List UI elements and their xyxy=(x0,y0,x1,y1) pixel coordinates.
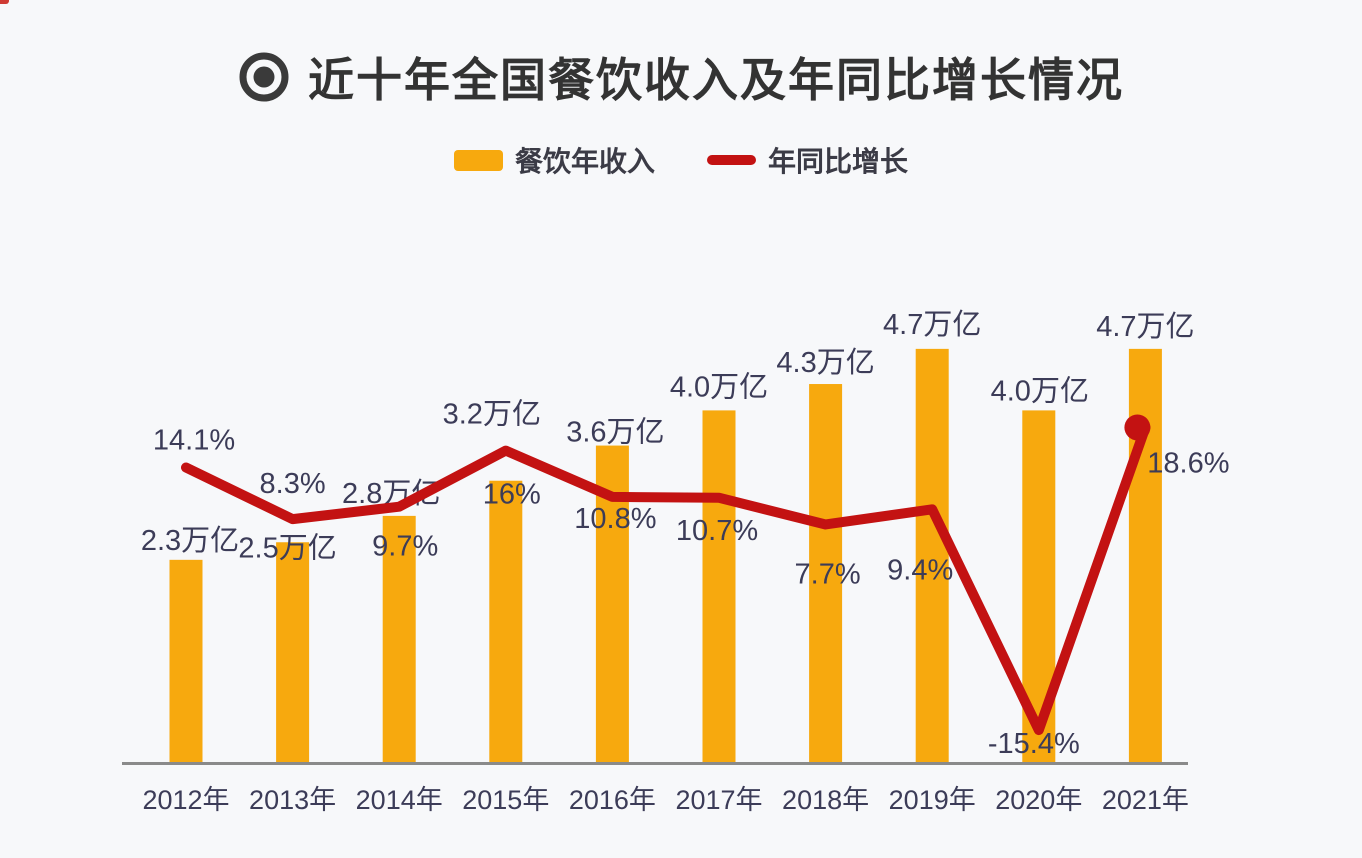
bar-value-label: 4.0万亿 xyxy=(991,374,1089,407)
chart-header: 近十年全国餐饮收入及年同比增长情况 xyxy=(0,44,1362,110)
bar-value-label: 4.3万亿 xyxy=(776,346,874,379)
legend-label-growth: 年同比增长 xyxy=(768,146,909,177)
growth-percent-label: 14.1% xyxy=(153,425,235,457)
revenue-bar xyxy=(489,480,523,762)
bar-value-label: 3.6万亿 xyxy=(566,416,664,449)
chart-legend: 餐饮年收入 年同比增长 xyxy=(0,140,1362,180)
bar-value-label: 2.3万亿 xyxy=(141,524,239,557)
growth-percent-label: 18.6% xyxy=(1147,447,1229,479)
legend-item-revenue: 餐饮年收入 xyxy=(453,140,655,180)
x-axis-tick-label: 2013年 xyxy=(249,785,336,815)
revenue-bar xyxy=(809,384,843,762)
legend-line-swatch xyxy=(707,155,756,165)
x-axis-tick-label: 2020年 xyxy=(995,785,1082,815)
revenue-bar xyxy=(915,348,949,762)
growth-percent-label: -15.4% xyxy=(988,728,1080,760)
x-axis-tick-label: 2015年 xyxy=(462,785,549,815)
growth-point-marker xyxy=(1124,414,1151,441)
x-axis-tick-label: 2014年 xyxy=(356,785,443,815)
legend-label-revenue: 餐饮年收入 xyxy=(514,146,655,177)
bullseye-icon xyxy=(239,52,289,102)
growth-percent-label: 7.7% xyxy=(795,558,861,590)
revenue-bar xyxy=(382,515,416,762)
bar-value-label: 4.7万亿 xyxy=(1096,310,1194,343)
growth-percent-label: 16% xyxy=(483,479,541,511)
bar-value-label: 4.0万亿 xyxy=(670,370,768,403)
bar-value-label: 4.7万亿 xyxy=(883,308,981,341)
chart-title: 近十年全国餐饮收入及年同比增长情况 xyxy=(308,54,1124,106)
revenue-bar xyxy=(276,542,310,762)
growth-percent-label: 8.3% xyxy=(260,468,326,500)
x-axis-tick-label: 2012年 xyxy=(142,785,229,815)
x-axis-tick-label: 2019年 xyxy=(889,785,976,815)
growth-percent-label: 10.8% xyxy=(574,503,656,535)
growth-line xyxy=(181,422,1151,736)
x-axis-tick-label: 2018年 xyxy=(782,785,869,815)
revenue-bar xyxy=(1128,348,1162,762)
x-axis-tick-label: 2016年 xyxy=(569,785,656,815)
legend-item-growth: 年同比增长 xyxy=(707,140,908,180)
x-axis-tick-label: 2021年 xyxy=(1102,785,1189,815)
revenue-bar xyxy=(702,410,736,762)
corner-artifact xyxy=(0,0,9,4)
growth-percent-label: 9.7% xyxy=(372,531,438,563)
x-axis-tick-label: 2017年 xyxy=(675,785,762,815)
legend-bar-swatch xyxy=(453,149,503,171)
revenue-bar xyxy=(169,559,203,762)
bar-value-label: 3.2万亿 xyxy=(443,398,541,431)
growth-percent-label: 10.7% xyxy=(676,515,758,547)
growth-percent-label: 9.4% xyxy=(887,554,953,586)
bar-value-label: 2.5万亿 xyxy=(238,531,336,564)
